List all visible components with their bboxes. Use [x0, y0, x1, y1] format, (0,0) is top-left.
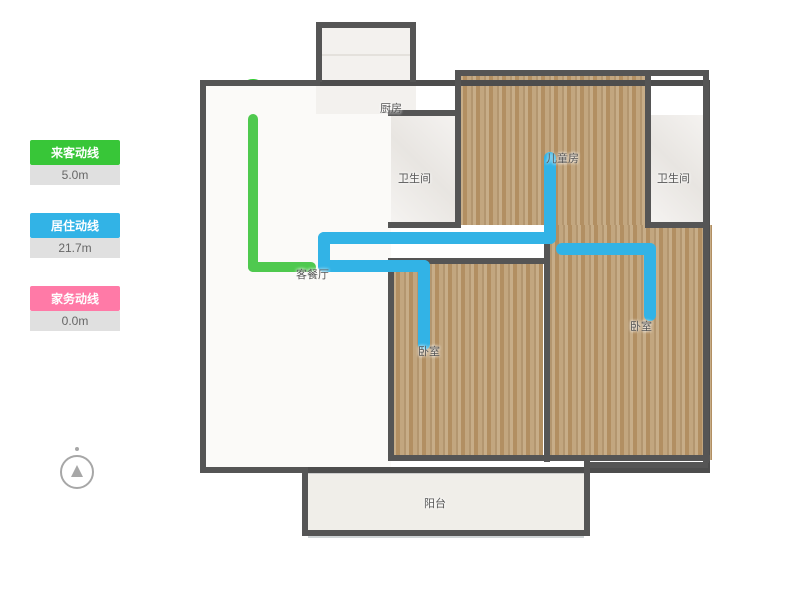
compass-icon	[60, 455, 94, 489]
live-path-segment	[418, 260, 430, 350]
legend-chore-title: 家务动线	[30, 286, 120, 311]
wall-segment	[645, 70, 651, 226]
wall-segment	[703, 70, 709, 463]
wall-segment	[316, 22, 322, 82]
legend-live-title: 居住动线	[30, 213, 120, 238]
wall-segment	[302, 530, 590, 536]
wall-segment	[302, 467, 308, 535]
live-path-segment	[318, 232, 556, 244]
wall-segment	[388, 455, 546, 461]
wall-segment	[388, 258, 394, 458]
legend-chore-value: 0.0m	[30, 311, 120, 331]
wall-segment	[586, 462, 708, 468]
room-label: 卫生间	[398, 170, 431, 186]
wall-segment	[316, 22, 416, 28]
room-label: 卧室	[630, 318, 652, 334]
guest-path-segment	[248, 114, 258, 272]
legend: 来客动线 5.0m 居住动线 21.7m 家务动线 0.0m	[30, 140, 120, 359]
wall-segment	[645, 222, 709, 228]
wall-segment	[200, 80, 320, 86]
legend-live-value: 21.7m	[30, 238, 120, 258]
floor-balcony	[308, 472, 586, 532]
live-path-segment	[644, 243, 656, 321]
room-label: 客餐厅	[296, 266, 329, 282]
room-label: 卫生间	[657, 170, 690, 186]
wall-segment	[455, 70, 709, 76]
wall-segment	[584, 460, 590, 535]
legend-chore: 家务动线 0.0m	[30, 286, 120, 331]
room-label: 厨房	[380, 100, 402, 116]
room-label: 儿童房	[546, 150, 579, 166]
live-path-segment	[318, 260, 430, 272]
legend-guest: 来客动线 5.0m	[30, 140, 120, 185]
legend-live: 居住动线 21.7m	[30, 213, 120, 258]
live-path-segment	[556, 243, 656, 255]
legend-guest-value: 5.0m	[30, 165, 120, 185]
room-label: 阳台	[424, 495, 446, 511]
room-label: 卧室	[418, 343, 440, 359]
wall-segment	[200, 80, 206, 473]
wall-segment	[200, 467, 308, 473]
wall-segment	[544, 455, 710, 461]
legend-guest-title: 来客动线	[30, 140, 120, 165]
wall-segment	[388, 222, 460, 228]
wall-segment	[410, 22, 416, 82]
wall-segment	[455, 70, 461, 228]
